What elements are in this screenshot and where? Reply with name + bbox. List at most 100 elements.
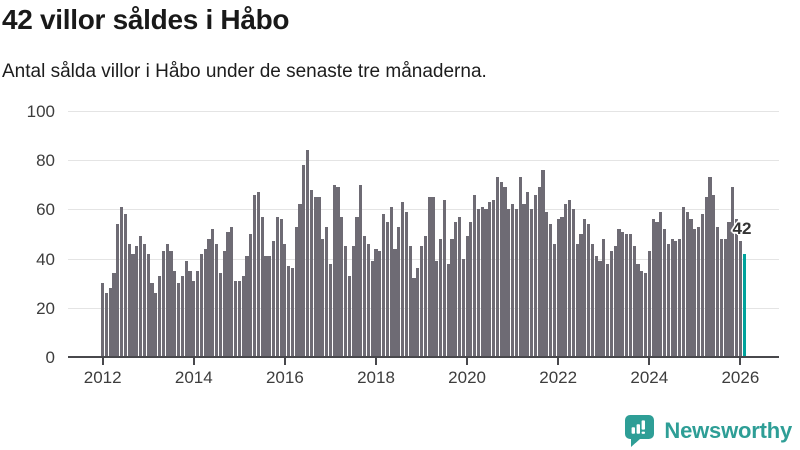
bar <box>104 293 109 357</box>
bar <box>412 278 416 357</box>
y-axis-tick-label: 80 <box>36 151 55 171</box>
x-axis-tick <box>192 358 195 365</box>
bar <box>624 234 629 357</box>
bar <box>423 236 427 357</box>
bar <box>404 211 408 357</box>
bar <box>621 231 625 357</box>
bar <box>271 241 276 357</box>
bar <box>192 280 196 357</box>
bar <box>704 197 708 357</box>
bar <box>731 187 735 357</box>
bar <box>340 216 344 357</box>
bar <box>457 216 462 357</box>
bar <box>169 251 173 357</box>
bar <box>154 293 158 357</box>
bar <box>146 253 150 357</box>
bar <box>469 221 473 357</box>
bar <box>237 280 241 357</box>
bar <box>207 238 211 357</box>
bar <box>165 243 169 357</box>
x-axis-tick-label: 2020 <box>448 368 486 387</box>
bar <box>214 243 219 357</box>
bar <box>662 229 667 357</box>
bar <box>264 256 268 357</box>
bar <box>681 206 686 357</box>
bar <box>602 238 606 357</box>
bar <box>196 270 200 357</box>
bar <box>492 199 496 357</box>
bar <box>461 258 465 357</box>
bar <box>514 209 519 357</box>
bar <box>382 214 386 357</box>
bar <box>370 261 374 357</box>
bar <box>647 251 651 357</box>
brand-logo: Newsworthy <box>624 413 792 449</box>
bar <box>363 236 367 357</box>
bar <box>120 206 124 357</box>
bar <box>693 229 697 357</box>
bar <box>716 226 720 357</box>
bar <box>158 275 162 357</box>
bar <box>245 256 249 357</box>
bar <box>480 206 484 357</box>
bar <box>719 238 724 357</box>
gridline <box>68 160 779 162</box>
gridline <box>68 209 779 211</box>
bar <box>427 197 431 357</box>
bar <box>275 216 279 357</box>
y-axis-tick-label: 60 <box>36 200 55 220</box>
bar <box>511 204 515 357</box>
bar <box>161 251 166 357</box>
bar <box>651 219 655 357</box>
bar <box>313 197 317 357</box>
bar <box>374 248 378 357</box>
bar <box>446 263 450 357</box>
bar <box>328 263 333 357</box>
bar <box>579 234 583 357</box>
x-axis-tick <box>739 358 742 365</box>
bar <box>465 236 469 357</box>
bar <box>325 226 329 357</box>
x-axis-tick-label: 2024 <box>630 368 669 387</box>
x-axis-tick-label: 2022 <box>539 368 578 387</box>
bar <box>503 187 507 357</box>
bar <box>727 221 731 357</box>
y-axis-tick-label: 40 <box>36 249 55 269</box>
bar <box>670 238 674 357</box>
bar <box>549 224 553 357</box>
bar <box>260 216 264 357</box>
bar <box>283 243 287 357</box>
bar <box>218 273 222 357</box>
newsworthy-speech-bubble-chart-icon <box>625 415 655 447</box>
bar <box>613 246 617 357</box>
bar <box>586 224 591 357</box>
bar <box>385 221 389 357</box>
bar <box>351 246 355 357</box>
bar <box>336 187 340 357</box>
bar <box>256 192 260 357</box>
bar <box>442 199 446 357</box>
bar <box>393 248 397 357</box>
bar <box>655 221 659 357</box>
bar <box>226 231 230 357</box>
bar <box>419 246 424 357</box>
bar <box>526 192 530 357</box>
bar <box>150 283 154 357</box>
bar <box>473 194 477 357</box>
bar <box>522 204 526 357</box>
gridline <box>68 258 779 260</box>
bar <box>590 243 594 357</box>
bar <box>738 241 742 357</box>
bar <box>518 177 522 357</box>
bar <box>321 238 325 357</box>
bar <box>309 189 314 357</box>
bar <box>347 275 352 357</box>
bar <box>476 209 481 357</box>
bar <box>180 275 184 357</box>
bar <box>530 209 534 357</box>
bar <box>537 187 541 357</box>
bar <box>594 256 598 357</box>
bar <box>177 283 181 357</box>
